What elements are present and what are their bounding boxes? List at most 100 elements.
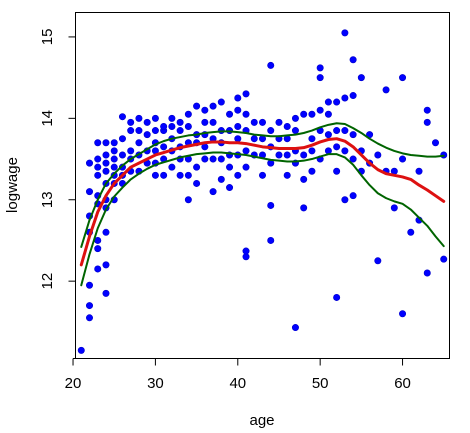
data-point-113 <box>242 247 250 255</box>
y-tick-label-14: 14 <box>39 110 56 127</box>
data-point-70 <box>176 171 184 179</box>
data-point-76 <box>184 171 192 179</box>
data-point-18 <box>102 261 110 269</box>
data-point-122 <box>258 171 266 179</box>
data-point-194 <box>423 118 431 126</box>
data-point-97 <box>217 155 225 163</box>
data-point-149 <box>308 147 316 155</box>
data-point-160 <box>324 98 332 106</box>
data-point-125 <box>258 118 266 126</box>
data-point-172 <box>349 155 357 163</box>
data-point-82 <box>193 163 201 171</box>
data-point-131 <box>267 61 275 69</box>
data-point-135 <box>283 171 291 179</box>
data-point-1 <box>86 314 94 322</box>
data-point-196 <box>431 139 439 147</box>
data-point-31 <box>110 155 118 163</box>
data-point-95 <box>209 102 217 110</box>
data-point-167 <box>341 147 349 155</box>
data-point-148 <box>308 167 316 175</box>
data-point-117 <box>242 110 250 118</box>
data-point-161 <box>333 293 341 301</box>
data-point-23 <box>102 167 110 175</box>
data-point-9 <box>94 245 102 253</box>
data-point-142 <box>291 127 299 135</box>
data-point-106 <box>234 171 242 179</box>
data-point-157 <box>324 147 332 155</box>
data-point-146 <box>300 151 308 159</box>
data-point-94 <box>209 118 217 126</box>
data-point-89 <box>201 118 209 126</box>
data-point-64 <box>160 122 168 130</box>
data-point-6 <box>86 188 94 196</box>
fit-line <box>79 137 446 267</box>
data-point-86 <box>201 155 209 163</box>
upper-band-line <box>80 122 445 248</box>
data-point-151 <box>308 110 316 118</box>
data-point-37 <box>118 151 126 159</box>
data-point-79 <box>184 122 192 130</box>
data-point-156 <box>316 64 324 72</box>
data-point-65 <box>168 163 176 171</box>
y-tick-label-15: 15 <box>39 29 56 46</box>
data-point-114 <box>242 163 250 171</box>
y-axis-label: logwage <box>4 157 21 213</box>
data-point-197 <box>440 255 448 263</box>
data-point-39 <box>118 113 126 121</box>
data-point-184 <box>382 86 390 94</box>
data-point-60 <box>160 171 168 179</box>
data-point-120 <box>250 135 258 143</box>
data-point-53 <box>143 118 151 126</box>
x-axis-label: age <box>249 412 274 429</box>
data-point-174 <box>349 92 357 100</box>
data-point-134 <box>275 118 283 126</box>
data-point-33 <box>110 139 118 147</box>
data-point-164 <box>333 127 341 135</box>
data-point-168 <box>341 127 349 135</box>
x-tick-label-20: 20 <box>65 375 82 392</box>
data-point-162 <box>333 167 341 175</box>
data-point-102 <box>226 163 234 171</box>
data-point-138 <box>283 122 291 130</box>
data-point-38 <box>118 135 126 143</box>
data-point-91 <box>209 188 217 196</box>
data-point-126 <box>267 236 275 244</box>
data-point-175 <box>349 56 357 64</box>
data-point-25 <box>102 151 110 159</box>
data-point-147 <box>300 110 308 118</box>
data-point-166 <box>341 196 349 204</box>
data-point-144 <box>300 204 308 212</box>
data-point-158 <box>324 131 332 139</box>
data-point-159 <box>324 110 332 118</box>
data-point-181 <box>374 257 382 265</box>
data-point-150 <box>308 135 316 143</box>
data-point-26 <box>102 139 110 147</box>
data-point-54 <box>151 171 159 179</box>
data-point-48 <box>135 127 143 135</box>
data-point-43 <box>127 127 135 135</box>
data-point-96 <box>217 175 225 183</box>
data-point-132 <box>275 151 283 159</box>
data-point-136 <box>283 151 291 159</box>
data-point-154 <box>316 106 324 114</box>
data-point-19 <box>102 228 110 236</box>
data-point-143 <box>291 114 299 122</box>
data-point-127 <box>267 201 275 209</box>
data-point-169 <box>341 94 349 102</box>
data-point-173 <box>349 131 357 139</box>
data-point-165 <box>333 98 341 106</box>
data-point-62 <box>160 143 168 151</box>
x-tick-label-30: 30 <box>147 375 164 392</box>
data-point-195 <box>423 106 431 114</box>
data-point-59 <box>151 114 159 122</box>
data-point-69 <box>168 114 176 122</box>
data-point-85 <box>193 102 201 110</box>
data-point-68 <box>168 122 176 130</box>
y-tick-label-13: 13 <box>39 191 56 208</box>
data-point-74 <box>176 118 184 126</box>
data-point-73 <box>176 127 184 135</box>
data-point-24 <box>102 159 110 167</box>
data-point-105 <box>226 110 234 118</box>
data-point-49 <box>135 114 143 122</box>
